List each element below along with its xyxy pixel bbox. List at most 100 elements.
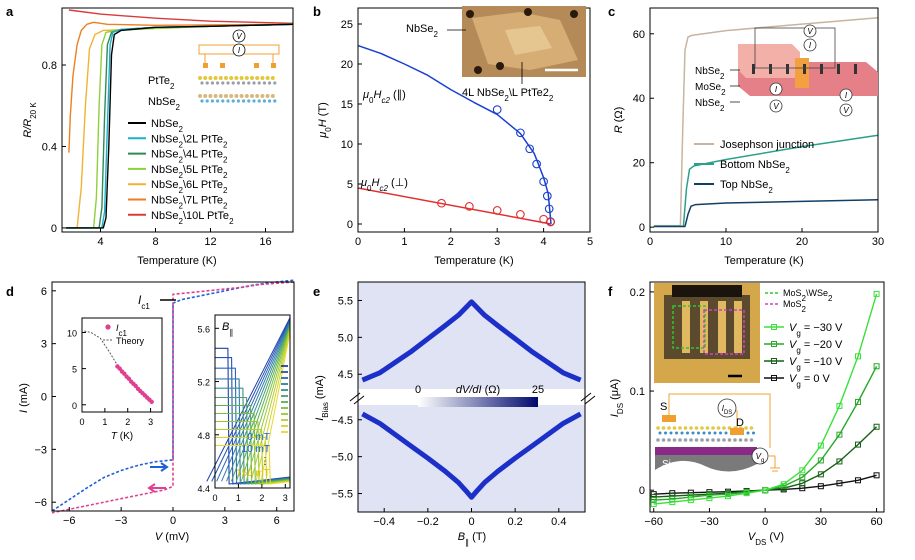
inset-legend-label-part-1: 2	[802, 305, 807, 314]
atom-se	[268, 99, 272, 103]
field-ramp	[235, 325, 291, 482]
y-axis-label-part-2: (mA)	[314, 375, 326, 402]
inset-layer-label-part-1: 2	[720, 72, 725, 81]
field-label: 150 mT	[236, 468, 270, 479]
ic1-label-part-0: I	[138, 293, 142, 307]
x-tick-label: 4	[541, 236, 547, 248]
x-tick-label: −60	[644, 516, 663, 528]
annotation-perpendicular-part-1: 0	[367, 184, 372, 193]
y-axis-label-part-2: H	[317, 119, 329, 127]
atom	[675, 431, 678, 435]
atom-se	[231, 99, 235, 103]
x-tick-label: 3	[222, 515, 228, 527]
atom-pt	[198, 76, 202, 80]
atom-se	[205, 99, 209, 103]
inset-legend-label-part-3: 2	[828, 294, 833, 303]
field-ramp	[245, 328, 291, 482]
fit-line	[357, 187, 552, 225]
data-marker	[669, 499, 676, 506]
x-tick-label: 10	[720, 236, 732, 248]
fit-line	[357, 44, 552, 225]
legend-label-part-2: \2L PtTe	[183, 133, 223, 145]
axis-break-icon	[580, 392, 596, 405]
atom-pt	[250, 76, 254, 80]
y-axis-label-part-0: R/R	[22, 119, 34, 138]
atom-pt	[244, 76, 249, 80]
data-marker	[836, 480, 843, 487]
legend-label: NbSe2\6L PtTe2	[151, 179, 228, 195]
atom-te	[242, 81, 246, 85]
legend-label-part-0: NbSe	[151, 149, 179, 161]
y-axis-label-part-1: 0	[324, 127, 333, 132]
middle-layer	[795, 58, 809, 88]
inset1-y-tick-label: 10	[67, 328, 77, 338]
legend-label-part-0: Bottom NbSe	[720, 159, 785, 171]
atom-pt	[239, 76, 244, 80]
atom-te	[236, 81, 240, 85]
legend-label-part-0: Top NbSe	[720, 179, 768, 191]
atom	[697, 431, 700, 435]
data-point	[525, 144, 535, 154]
data-point	[539, 177, 548, 186]
legend-label-part-1: g	[796, 329, 800, 338]
sweep-down-line	[51, 281, 295, 514]
data-marker	[725, 493, 731, 500]
legend-label-part-3: 2	[223, 140, 228, 149]
atom-pt	[203, 76, 208, 80]
atom	[694, 426, 699, 430]
atom	[691, 431, 695, 435]
ammeter-label: I	[238, 46, 241, 55]
circuit-wire	[754, 27, 836, 69]
atom-pt	[213, 76, 218, 80]
oxide-layer	[655, 447, 757, 455]
y-tick-label: 0	[51, 223, 57, 235]
y-tick-label: 0	[639, 485, 645, 497]
inset-caption-part-0: 4L NbSe	[462, 87, 504, 99]
inset-layer-label: NbSe2	[695, 66, 725, 81]
ammeter-label-part-1: DS	[724, 410, 732, 416]
atom	[667, 426, 671, 430]
data-marker	[836, 431, 843, 438]
legend-label-part-2: = −10 V	[801, 356, 843, 368]
inset-layer-label-part-1: 2	[721, 88, 726, 97]
atom	[694, 438, 699, 442]
atom	[700, 426, 704, 430]
x-tick-label: −0.4	[373, 516, 395, 528]
x-tick-label: 0.2	[508, 516, 523, 528]
atom	[746, 431, 750, 435]
y-top-tick-label: 5.0	[338, 332, 353, 344]
ridge-bottom	[361, 411, 582, 500]
x-tick-label: 1	[401, 236, 407, 248]
atom-se	[221, 99, 225, 103]
colorbar-min: 0	[415, 384, 421, 396]
y-axis-label-part-0: μ	[317, 132, 329, 139]
legend-label: Bottom NbSe2	[720, 159, 790, 175]
inset2-title: B∥	[222, 321, 233, 337]
legend-label: Top NbSe2	[720, 179, 773, 195]
field-ramp	[240, 326, 291, 482]
photo-contact	[496, 62, 504, 70]
legend-label-part-0: NbSe	[151, 210, 179, 222]
y-tick-label: 15	[341, 99, 353, 111]
x-axis-label-part-2: (T)	[469, 531, 486, 543]
inset-label-ptte2-part-0: PtTe	[148, 75, 170, 87]
data-point	[544, 204, 554, 214]
atom	[678, 438, 682, 442]
atom-pt	[255, 76, 260, 80]
annotation-parallel-part-4: (∥)	[390, 89, 406, 101]
x-tick-label: 30	[815, 516, 827, 528]
legend-label-part-0: V	[789, 322, 798, 334]
y-axis-label: R (Ω)	[613, 107, 625, 134]
x-tick-label: 12	[204, 236, 216, 248]
ammeter-icon	[232, 43, 246, 57]
up-arrow-icon	[150, 462, 169, 472]
contact-post	[854, 64, 857, 74]
electrode	[220, 63, 225, 68]
atom-se	[216, 99, 220, 103]
data-marker	[817, 471, 824, 478]
atom	[656, 426, 660, 430]
inset-caption-part-3: 2	[549, 94, 554, 103]
x-tick-label: 0.4	[551, 516, 566, 528]
legend-label-part-2: \10L PtTe	[183, 210, 229, 222]
